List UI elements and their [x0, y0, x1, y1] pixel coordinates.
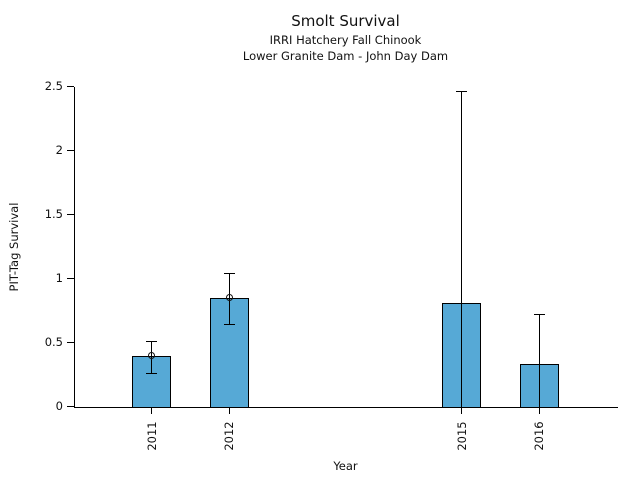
y-tick-mark [67, 86, 74, 88]
y-tick-label: 0 [55, 399, 63, 414]
error-cap-high [223, 272, 235, 275]
error-cap-high [533, 313, 545, 316]
point-marker-2012 [225, 294, 233, 302]
error-cap-low [223, 324, 235, 326]
y-tick-label: 2.5 [44, 79, 63, 94]
y-tick-mark [67, 214, 74, 216]
y-tick-label: 1.5 [44, 207, 63, 222]
error-cap-high [456, 91, 468, 93]
error-bar-2016 [538, 314, 541, 407]
x-tick-label: 2015 [454, 421, 469, 451]
y-axis-line [74, 86, 75, 407]
x-tick-label: 2012 [222, 421, 237, 451]
error-cap-high [146, 340, 158, 342]
y-tick-mark [67, 150, 74, 152]
chart-title-block: Smolt Survival IRRI Hatchery Fall Chinoo… [74, 12, 617, 64]
chart-subtitle-1: IRRI Hatchery Fall Chinook [269, 32, 422, 47]
x-tick-mark [461, 407, 463, 414]
y-axis-label: PIT-Tag Survival [7, 202, 21, 292]
y-tick-label: 0.5 [44, 335, 63, 350]
error-cap-low [146, 372, 158, 374]
x-axis-line [74, 406, 618, 408]
x-tick-label: 2011 [144, 421, 159, 451]
x-tick-label: 2016 [532, 421, 547, 451]
x-axis-label: Year [333, 459, 358, 473]
error-bar-2015 [461, 91, 463, 407]
y-tick-mark [67, 278, 74, 280]
y-tick-label: 2 [55, 143, 63, 158]
y-tick-label: 1 [55, 271, 63, 286]
x-tick-mark [228, 407, 230, 414]
chart-subtitle-2: Lower Granite Dam - John Day Dam [242, 49, 449, 64]
y-tick-mark [67, 406, 74, 408]
point-marker-2011 [148, 352, 156, 359]
y-tick-mark [67, 342, 74, 344]
chart-title: Smolt Survival [291, 12, 400, 30]
x-tick-mark [538, 407, 540, 414]
x-tick-mark [151, 407, 153, 414]
